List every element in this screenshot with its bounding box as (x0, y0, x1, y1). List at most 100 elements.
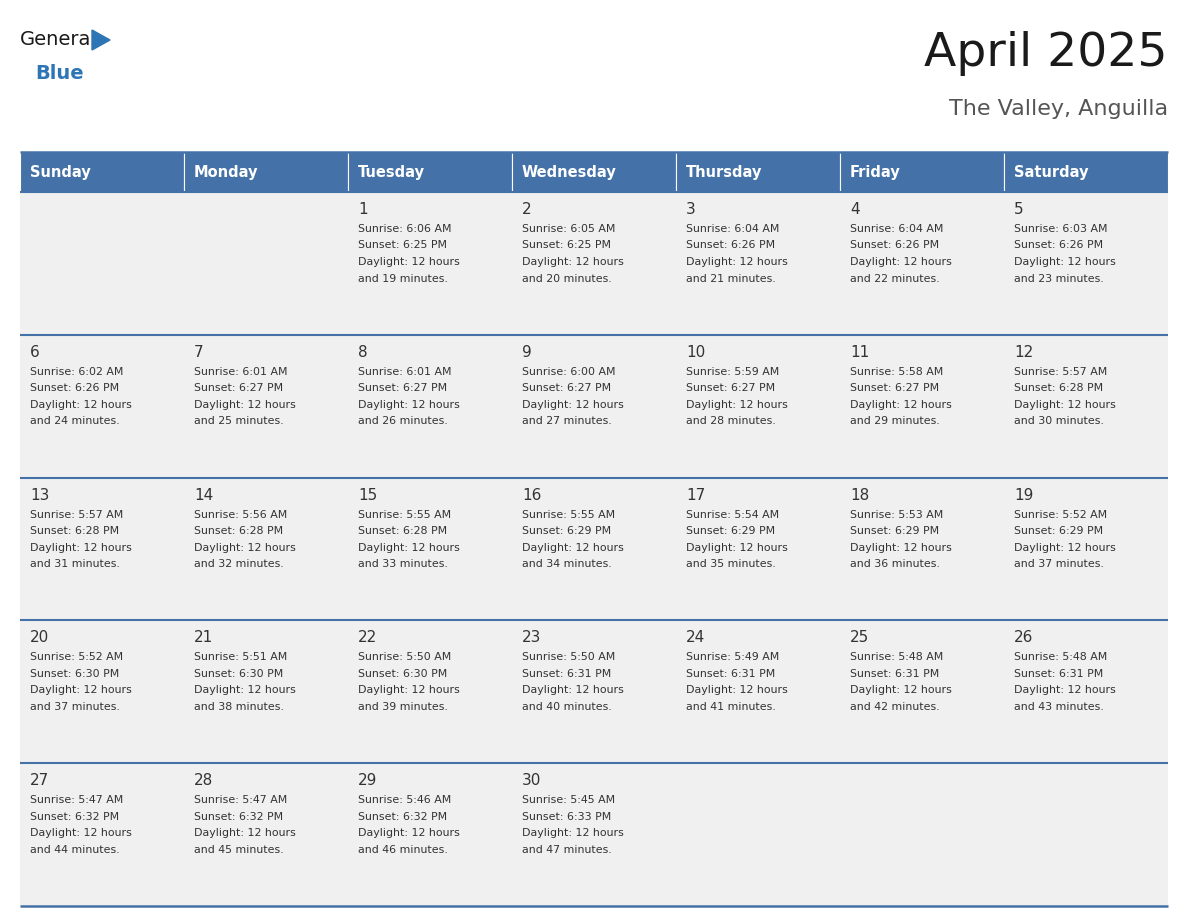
Text: 28: 28 (194, 773, 214, 789)
Text: Sunset: 6:31 PM: Sunset: 6:31 PM (522, 669, 612, 679)
Bar (512, 763, 676, 906)
Bar (676, 192, 840, 335)
Text: and 42 minutes.: and 42 minutes. (849, 702, 940, 711)
Text: Daylight: 12 hours: Daylight: 12 hours (849, 543, 952, 553)
Bar (676, 152, 840, 192)
Text: Sunrise: 5:59 AM: Sunrise: 5:59 AM (685, 367, 779, 376)
Text: and 43 minutes.: and 43 minutes. (1015, 702, 1104, 711)
Text: Thursday: Thursday (685, 164, 763, 180)
Text: Daylight: 12 hours: Daylight: 12 hours (522, 828, 624, 838)
Bar (20, 621, 184, 763)
Text: 8: 8 (358, 345, 367, 360)
Text: Daylight: 12 hours: Daylight: 12 hours (30, 686, 132, 696)
Text: Daylight: 12 hours: Daylight: 12 hours (30, 543, 132, 553)
Text: Sunset: 6:31 PM: Sunset: 6:31 PM (1015, 669, 1104, 679)
Text: Sunrise: 5:52 AM: Sunrise: 5:52 AM (30, 653, 124, 663)
Text: 4: 4 (849, 202, 860, 217)
Text: Sunrise: 6:00 AM: Sunrise: 6:00 AM (522, 367, 615, 376)
Bar (512, 335, 676, 477)
Bar (184, 763, 348, 906)
Text: Sunrise: 5:47 AM: Sunrise: 5:47 AM (194, 795, 287, 805)
Text: 21: 21 (194, 631, 214, 645)
Bar (840, 477, 1004, 621)
Text: Sunrise: 6:01 AM: Sunrise: 6:01 AM (358, 367, 451, 376)
Bar (184, 335, 348, 477)
Text: Daylight: 12 hours: Daylight: 12 hours (522, 686, 624, 696)
Bar (512, 477, 676, 621)
Bar (1004, 192, 1168, 335)
Text: 12: 12 (1015, 345, 1034, 360)
Text: Sunrise: 5:56 AM: Sunrise: 5:56 AM (194, 509, 287, 520)
Text: Sunset: 6:26 PM: Sunset: 6:26 PM (849, 241, 940, 251)
Text: Sunrise: 6:04 AM: Sunrise: 6:04 AM (685, 224, 779, 234)
Text: Daylight: 12 hours: Daylight: 12 hours (194, 400, 296, 409)
Bar (676, 335, 840, 477)
Text: Daylight: 12 hours: Daylight: 12 hours (30, 400, 132, 409)
Text: 29: 29 (358, 773, 378, 789)
Text: 26: 26 (1015, 631, 1034, 645)
Text: Daylight: 12 hours: Daylight: 12 hours (522, 400, 624, 409)
Bar (1004, 335, 1168, 477)
Text: Wednesday: Wednesday (522, 164, 617, 180)
Text: Sunrise: 5:52 AM: Sunrise: 5:52 AM (1015, 509, 1107, 520)
Bar (20, 152, 184, 192)
Text: 5: 5 (1015, 202, 1024, 217)
Bar (676, 477, 840, 621)
Text: Sunset: 6:32 PM: Sunset: 6:32 PM (194, 812, 283, 822)
Text: Sunset: 6:32 PM: Sunset: 6:32 PM (30, 812, 119, 822)
Text: Daylight: 12 hours: Daylight: 12 hours (194, 686, 296, 696)
Text: and 34 minutes.: and 34 minutes. (522, 559, 612, 569)
Text: Sunset: 6:31 PM: Sunset: 6:31 PM (849, 669, 940, 679)
Text: Sunset: 6:29 PM: Sunset: 6:29 PM (522, 526, 611, 536)
Text: and 36 minutes.: and 36 minutes. (849, 559, 940, 569)
Text: Daylight: 12 hours: Daylight: 12 hours (358, 686, 460, 696)
Text: and 24 minutes.: and 24 minutes. (30, 416, 120, 426)
Text: Daylight: 12 hours: Daylight: 12 hours (849, 400, 952, 409)
Text: Daylight: 12 hours: Daylight: 12 hours (1015, 686, 1116, 696)
Text: Daylight: 12 hours: Daylight: 12 hours (194, 828, 296, 838)
Text: The Valley, Anguilla: The Valley, Anguilla (949, 99, 1168, 119)
Text: and 30 minutes.: and 30 minutes. (1015, 416, 1104, 426)
Text: Sunrise: 5:58 AM: Sunrise: 5:58 AM (849, 367, 943, 376)
Text: Daylight: 12 hours: Daylight: 12 hours (685, 257, 788, 267)
Text: 18: 18 (849, 487, 870, 502)
Bar (184, 192, 348, 335)
Text: 22: 22 (358, 631, 378, 645)
Text: and 20 minutes.: and 20 minutes. (522, 274, 612, 284)
Text: Sunrise: 5:53 AM: Sunrise: 5:53 AM (849, 509, 943, 520)
Bar (20, 477, 184, 621)
Text: and 22 minutes.: and 22 minutes. (849, 274, 940, 284)
Text: and 26 minutes.: and 26 minutes. (358, 416, 448, 426)
Text: Daylight: 12 hours: Daylight: 12 hours (1015, 400, 1116, 409)
Text: Daylight: 12 hours: Daylight: 12 hours (685, 686, 788, 696)
Text: Saturday: Saturday (1015, 164, 1088, 180)
Text: Sunset: 6:30 PM: Sunset: 6:30 PM (30, 669, 119, 679)
Text: General: General (20, 30, 97, 50)
Text: April 2025: April 2025 (924, 31, 1168, 76)
Bar (512, 152, 676, 192)
Bar (184, 152, 348, 192)
Text: and 28 minutes.: and 28 minutes. (685, 416, 776, 426)
Text: Sunrise: 5:45 AM: Sunrise: 5:45 AM (522, 795, 615, 805)
Bar (184, 477, 348, 621)
Text: Sunrise: 6:01 AM: Sunrise: 6:01 AM (194, 367, 287, 376)
Bar (1004, 763, 1168, 906)
Text: 19: 19 (1015, 487, 1034, 502)
Text: and 19 minutes.: and 19 minutes. (358, 274, 448, 284)
Bar (20, 192, 184, 335)
Text: Sunset: 6:25 PM: Sunset: 6:25 PM (522, 241, 611, 251)
Text: 2: 2 (522, 202, 531, 217)
Bar (1004, 152, 1168, 192)
Text: 1: 1 (358, 202, 367, 217)
Bar (840, 621, 1004, 763)
Text: 14: 14 (194, 487, 214, 502)
Text: Sunset: 6:27 PM: Sunset: 6:27 PM (685, 384, 775, 393)
Text: and 21 minutes.: and 21 minutes. (685, 274, 776, 284)
Text: 9: 9 (522, 345, 532, 360)
Bar (840, 335, 1004, 477)
Bar (20, 763, 184, 906)
Text: Friday: Friday (849, 164, 901, 180)
Text: Sunset: 6:30 PM: Sunset: 6:30 PM (194, 669, 283, 679)
Text: Sunset: 6:27 PM: Sunset: 6:27 PM (522, 384, 611, 393)
Text: Sunset: 6:29 PM: Sunset: 6:29 PM (685, 526, 775, 536)
